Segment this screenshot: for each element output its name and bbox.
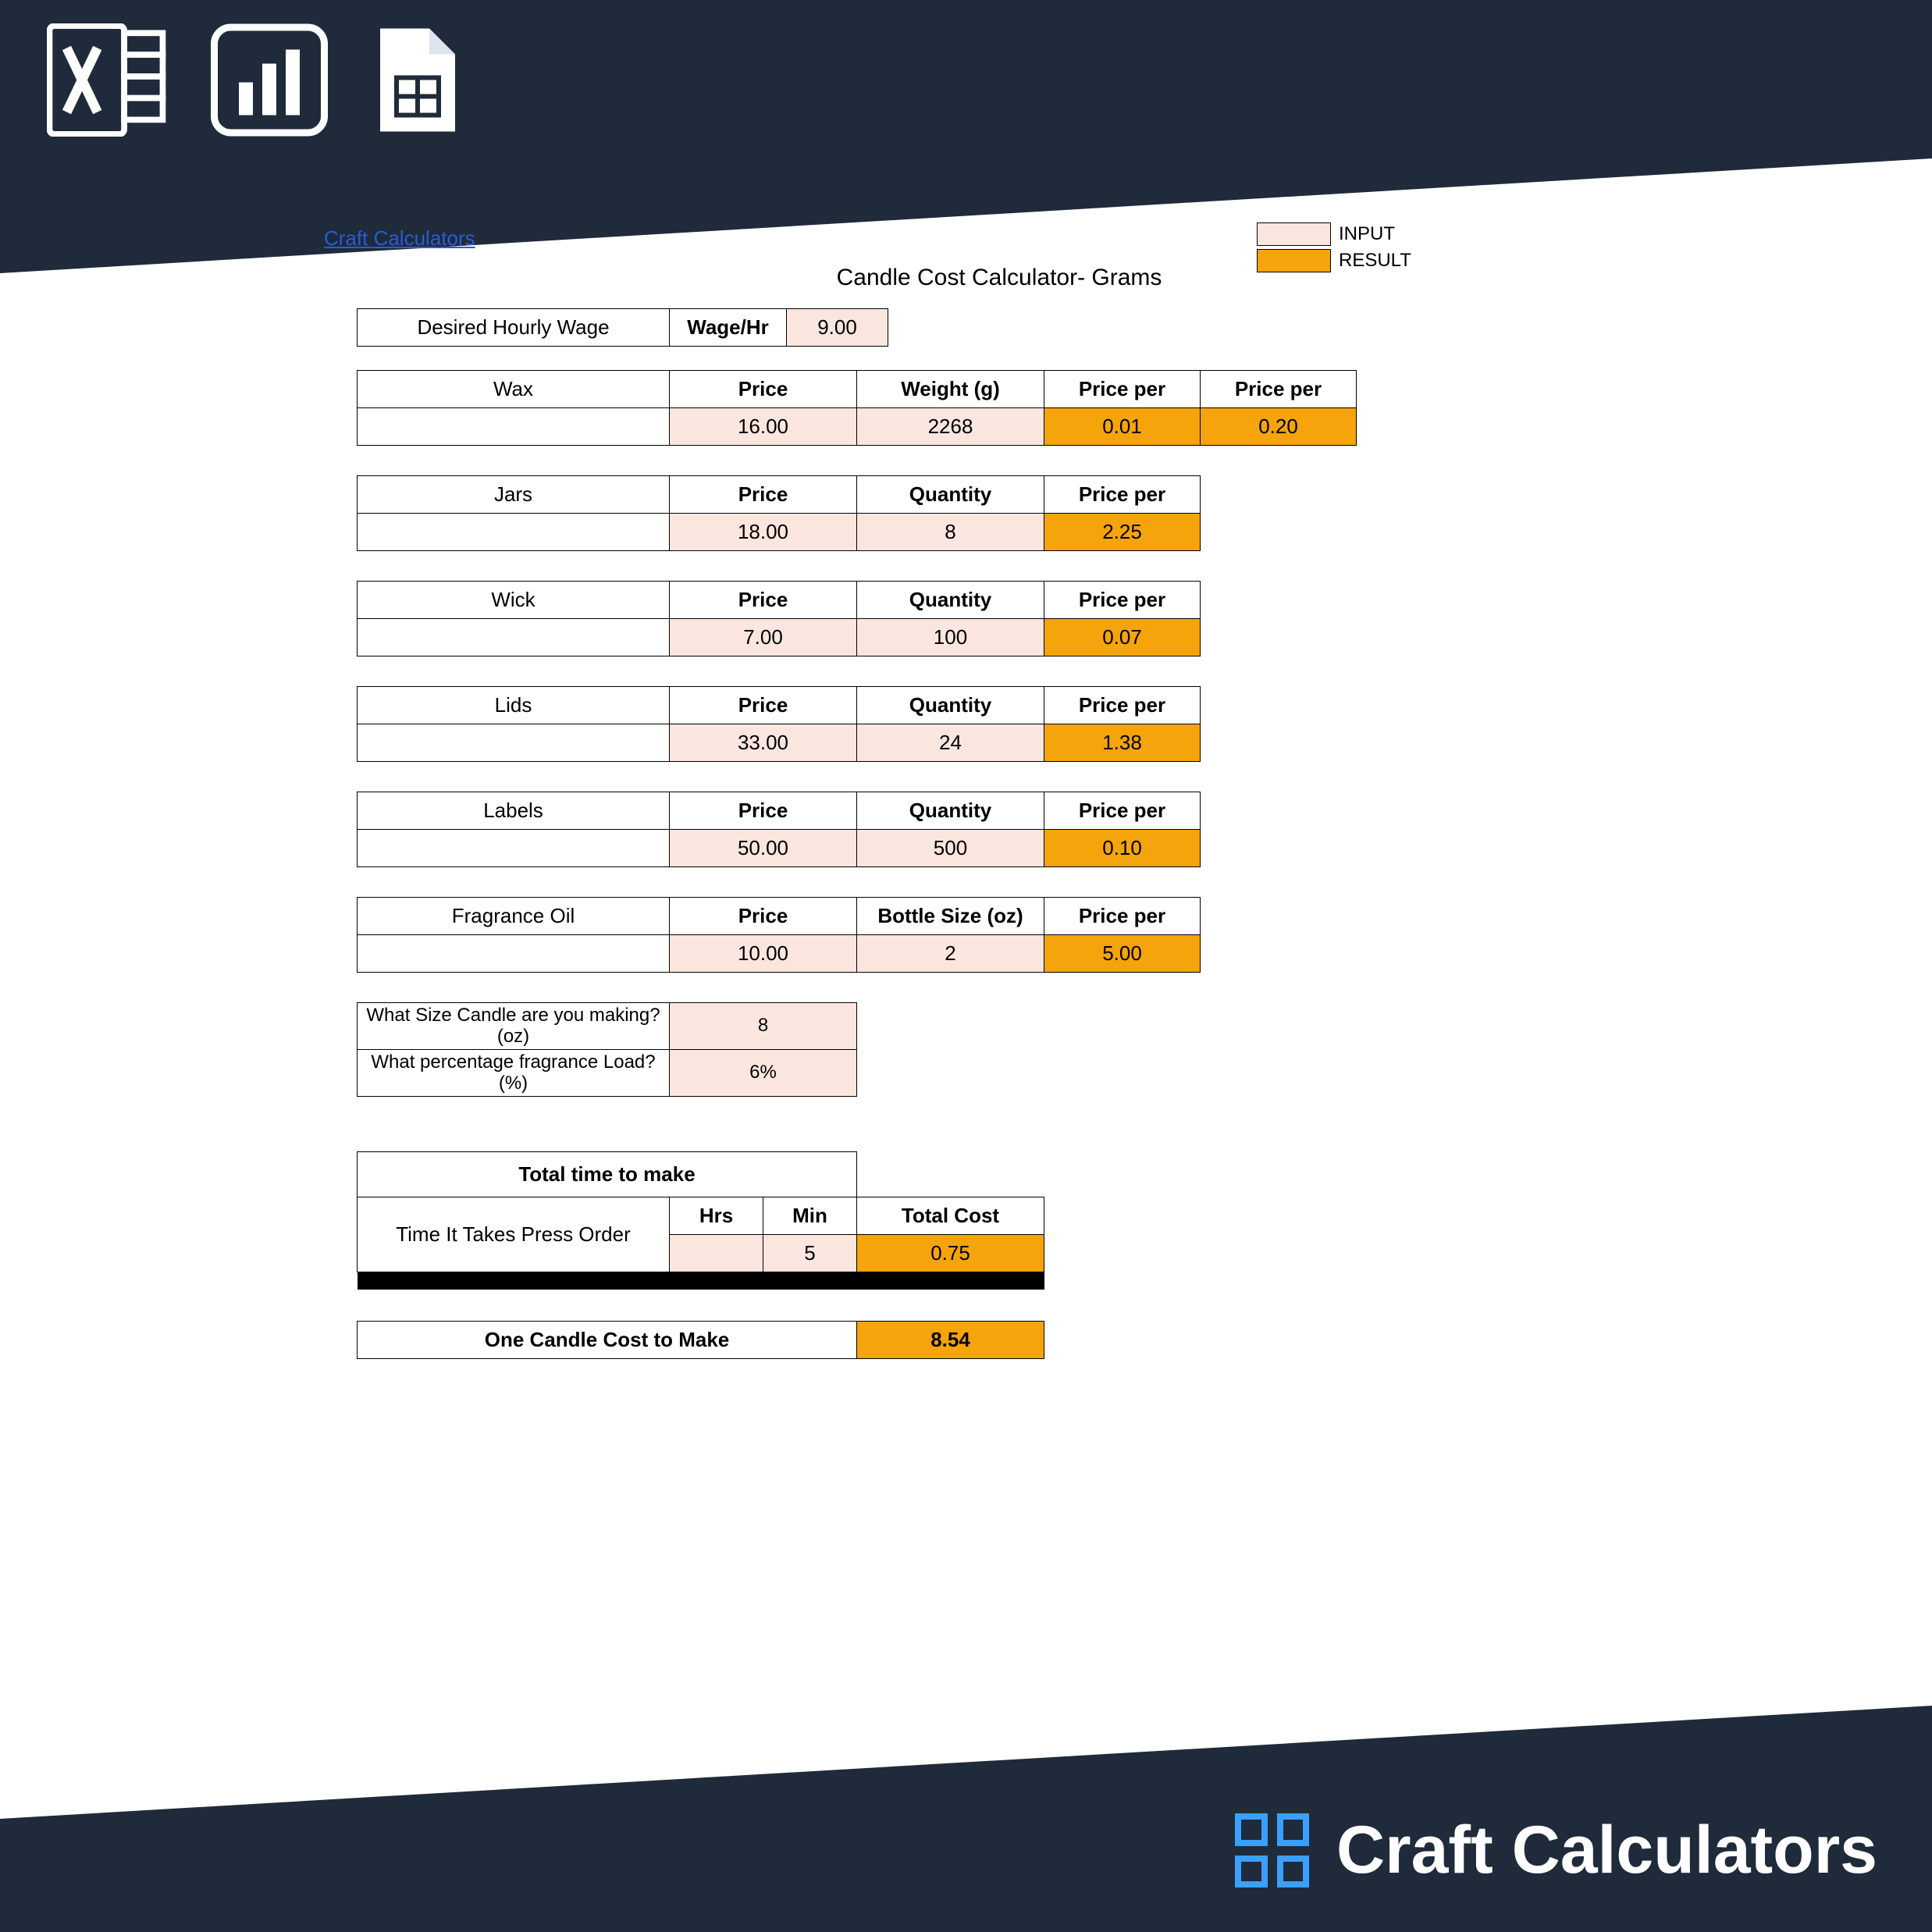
jars-table: Jars Price Quantity Price per 18.00 8 2.… <box>357 475 1201 551</box>
jars-price-per: 2.25 <box>1044 514 1201 551</box>
fragrance-name: Fragrance Oil <box>358 898 670 935</box>
time-min[interactable]: 5 <box>763 1235 857 1272</box>
params-table: What Size Candle are you making? (oz) 8 … <box>357 1002 857 1097</box>
wick-h3: Price per <box>1044 582 1201 619</box>
wick-h2: Quantity <box>857 582 1044 619</box>
top-icons <box>47 23 464 137</box>
wax-weight[interactable]: 2268 <box>857 408 1044 446</box>
wax-h4: Price per <box>1201 371 1357 408</box>
labels-price[interactable]: 50.00 <box>670 830 857 867</box>
bottom-banner: Craft Calculators <box>0 1706 1932 1932</box>
time-table: Total time to make Time It Takes Press O… <box>357 1151 1044 1290</box>
wage-table: Desired Hourly Wage Wage/Hr 9.00 <box>357 308 888 347</box>
jars-h2: Quantity <box>857 476 1044 514</box>
wax-h3: Price per <box>1044 371 1201 408</box>
brand-name: Craft Calculators <box>1336 1812 1877 1889</box>
time-total: 0.75 <box>857 1235 1044 1272</box>
candle-size-value[interactable]: 8 <box>670 1003 857 1050</box>
wax-h1: Price <box>670 371 857 408</box>
labels-blank <box>358 830 670 867</box>
wax-price-per2: 0.20 <box>1201 408 1357 446</box>
wage-label: Desired Hourly Wage <box>358 309 670 347</box>
wax-h2: Weight (g) <box>857 371 1044 408</box>
sheet-title: Candle Cost Calculator- Grams <box>527 265 1471 291</box>
lids-h2: Quantity <box>857 687 1044 724</box>
jars-blank <box>358 514 670 551</box>
jars-price[interactable]: 18.00 <box>670 514 857 551</box>
lids-h1: Price <box>670 687 857 724</box>
candle-size-label: What Size Candle are you making? (oz) <box>358 1003 670 1050</box>
final-value: 8.54 <box>857 1321 1044 1358</box>
labels-name: Labels <box>358 792 670 830</box>
wick-blank <box>358 619 670 656</box>
labels-h1: Price <box>670 792 857 830</box>
fragrance-load-value[interactable]: 6% <box>670 1050 857 1097</box>
wick-qty[interactable]: 100 <box>857 619 1044 656</box>
final-label: One Candle Cost to Make <box>358 1321 857 1358</box>
jars-qty[interactable]: 8 <box>857 514 1044 551</box>
jars-h1: Price <box>670 476 857 514</box>
brand-grid-icon <box>1235 1813 1309 1888</box>
fragrance-blank <box>358 935 670 973</box>
wax-price[interactable]: 16.00 <box>670 408 857 446</box>
black-bar <box>358 1272 1044 1290</box>
fragrance-size[interactable]: 2 <box>857 935 1044 973</box>
wick-price[interactable]: 7.00 <box>670 619 857 656</box>
wick-price-per: 0.07 <box>1044 619 1201 656</box>
excel-icon <box>47 23 168 137</box>
labels-h3: Price per <box>1044 792 1201 830</box>
wick-h1: Price <box>670 582 857 619</box>
time-total-label: Total Cost <box>857 1197 1044 1235</box>
lids-price[interactable]: 33.00 <box>670 724 857 762</box>
lids-price-per: 1.38 <box>1044 724 1201 762</box>
labels-h2: Quantity <box>857 792 1044 830</box>
lids-h3: Price per <box>1044 687 1201 724</box>
fragrance-h2: Bottle Size (oz) <box>857 898 1044 935</box>
time-row-label: Time It Takes Press Order <box>358 1197 670 1272</box>
wax-price-per1: 0.01 <box>1044 408 1201 446</box>
final-table: One Candle Cost to Make 8.54 <box>357 1321 1044 1359</box>
brand: Craft Calculators <box>1235 1812 1877 1889</box>
labels-qty[interactable]: 500 <box>857 830 1044 867</box>
wick-name: Wick <box>358 582 670 619</box>
barchart-icon <box>211 23 328 137</box>
craft-calculators-link[interactable]: Craft Calculators <box>324 226 475 251</box>
wax-blank <box>358 408 670 446</box>
jars-name: Jars <box>358 476 670 514</box>
wax-name: Wax <box>358 371 670 408</box>
labels-price-per: 0.10 <box>1044 830 1201 867</box>
wage-value[interactable]: 9.00 <box>787 309 888 347</box>
fragrance-price-per: 5.00 <box>1044 935 1201 973</box>
fragrance-price[interactable]: 10.00 <box>670 935 857 973</box>
lids-table: Lids Price Quantity Price per 33.00 24 1… <box>357 686 1201 762</box>
wax-table: Wax Price Weight (g) Price per Price per… <box>357 370 1357 446</box>
wick-table: Wick Price Quantity Price per 7.00 100 0… <box>357 581 1201 656</box>
fragrance-h3: Price per <box>1044 898 1201 935</box>
sheets-icon <box>371 23 464 137</box>
time-hrs[interactable] <box>670 1235 763 1272</box>
lids-name: Lids <box>358 687 670 724</box>
jars-h3: Price per <box>1044 476 1201 514</box>
time-header: Total time to make <box>358 1152 857 1197</box>
lids-blank <box>358 724 670 762</box>
fragrance-table: Fragrance Oil Price Bottle Size (oz) Pri… <box>357 897 1201 973</box>
labels-table: Labels Price Quantity Price per 50.00 50… <box>357 792 1201 867</box>
time-hrs-label: Hrs <box>670 1197 763 1235</box>
fragrance-load-label: What percentage fragrance Load? (%) <box>358 1050 670 1097</box>
wage-hr-label: Wage/Hr <box>670 309 787 347</box>
spreadsheet: Craft Calculators Candle Cost Calculator… <box>324 226 1471 1359</box>
fragrance-h1: Price <box>670 898 857 935</box>
lids-qty[interactable]: 24 <box>857 724 1044 762</box>
time-min-label: Min <box>763 1197 857 1235</box>
